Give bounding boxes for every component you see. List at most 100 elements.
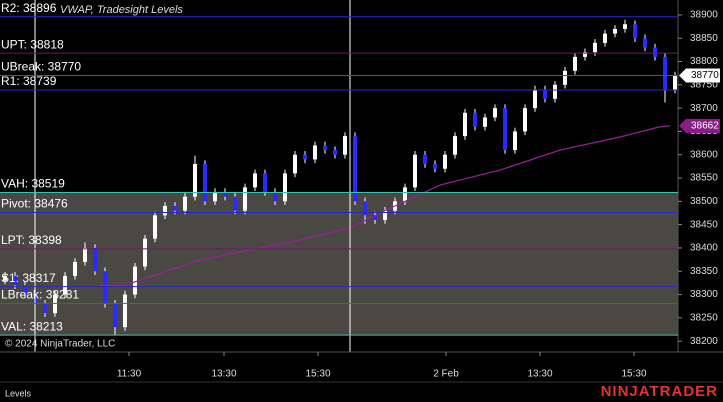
vwap-line	[100, 125, 671, 286]
level-label: VAH: 38519	[1, 177, 65, 191]
candle-body	[83, 247, 87, 262]
y-tick-label: 38300	[690, 289, 718, 300]
candle-body	[323, 145, 327, 151]
level-label: R2: 38896	[1, 1, 57, 15]
level-label: VAL: 38213	[1, 319, 63, 333]
candle-body	[613, 28, 617, 34]
candle-body	[673, 75, 677, 90]
x-tick-label: 11:30	[117, 369, 142, 380]
candle-body	[113, 303, 117, 328]
x-tick-label: 2 Feb	[433, 369, 459, 380]
y-tick-label: 38350	[690, 266, 718, 277]
price-marker-label: 38662	[691, 120, 719, 131]
level-label: R1: 38739	[1, 74, 57, 88]
level-label: UBreak: 38770	[1, 60, 81, 74]
candle-body	[633, 24, 637, 39]
candle-body	[353, 136, 357, 202]
candle-body	[443, 154, 447, 169]
candle-body	[423, 154, 427, 165]
candle-body	[343, 136, 347, 155]
candle-body	[553, 84, 557, 99]
candle-body	[383, 210, 387, 220]
candle-body	[43, 303, 47, 314]
candle-body	[483, 117, 487, 127]
candle-body	[123, 294, 127, 328]
x-tick-label: 13:30	[211, 369, 236, 380]
candle-body	[543, 89, 547, 99]
copyright: © 2024 NinjaTrader, LLC	[5, 339, 115, 350]
candle-body	[583, 52, 587, 57]
x-tick-label: 15:30	[621, 369, 646, 380]
y-tick-label: 38800	[690, 56, 718, 67]
y-tick-label: 38400	[690, 243, 718, 254]
brand-logo: NINJATRADER	[601, 383, 718, 400]
candle-body	[263, 173, 267, 193]
y-tick-label: 38600	[690, 149, 718, 160]
price-marker-label: 38770	[691, 70, 719, 81]
value-area	[0, 192, 678, 336]
candle-body	[223, 192, 227, 197]
candle-body	[513, 131, 517, 151]
y-tick-label: 38250	[690, 312, 718, 323]
candle-body	[143, 238, 147, 267]
x-tick-label: 13:30	[527, 369, 552, 380]
candle-body	[163, 205, 167, 216]
level-label: LPT: 38398	[1, 233, 62, 247]
y-tick-label: 38200	[690, 336, 718, 347]
level-label: S1: 38317	[1, 271, 56, 285]
y-tick-label: 38750	[690, 79, 718, 90]
candle-body	[203, 164, 207, 202]
candle-body	[243, 187, 247, 211]
candle-body	[473, 112, 477, 127]
candle-body	[563, 70, 567, 85]
candle-body	[463, 112, 467, 137]
candle-body	[503, 108, 507, 151]
candle-body	[493, 108, 497, 118]
candle-body	[303, 154, 307, 160]
candle-body	[173, 205, 177, 211]
candle-body	[193, 164, 197, 197]
level-label: UPT: 38818	[1, 37, 64, 51]
candle-body	[533, 89, 537, 109]
candle-body	[63, 275, 67, 295]
candle-body	[183, 196, 187, 211]
y-tick-label: 38700	[690, 103, 718, 114]
candle-body	[453, 136, 457, 155]
candle-body	[623, 24, 627, 29]
candle-body	[413, 154, 417, 188]
plot-area	[0, 19, 678, 336]
candle-body	[373, 215, 377, 220]
candle-body	[133, 266, 137, 295]
level-label: Pivot: 38476	[1, 197, 68, 211]
y-tick-label: 38500	[690, 196, 718, 207]
candle-body	[663, 56, 667, 90]
candle-body	[213, 192, 217, 202]
candle-body	[73, 261, 77, 276]
candle-body	[13, 275, 17, 286]
y-tick-label: 38900	[690, 10, 718, 21]
candle-body	[3, 275, 7, 281]
y-tick-label: 38550	[690, 173, 718, 184]
candle-body	[313, 145, 317, 160]
candle-body	[23, 285, 27, 295]
candle-body	[433, 164, 437, 169]
price-marker	[679, 118, 720, 133]
candle-body	[643, 38, 647, 48]
candle-body	[523, 108, 527, 132]
candle-body	[93, 247, 97, 272]
panel-label: Levels	[5, 388, 32, 398]
price-marker	[679, 68, 720, 83]
candle-body	[153, 215, 157, 239]
candle-body	[603, 33, 607, 43]
candle-body	[403, 187, 407, 202]
candle-body	[653, 47, 657, 57]
candle-body	[233, 196, 237, 211]
candle-body	[283, 173, 287, 202]
y-tick-label: 38850	[690, 33, 718, 44]
candle-body	[253, 173, 257, 188]
candle-body	[333, 150, 337, 155]
y-tick-label: 38450	[690, 219, 718, 230]
candle-body	[573, 56, 577, 71]
candle-body	[363, 201, 367, 216]
